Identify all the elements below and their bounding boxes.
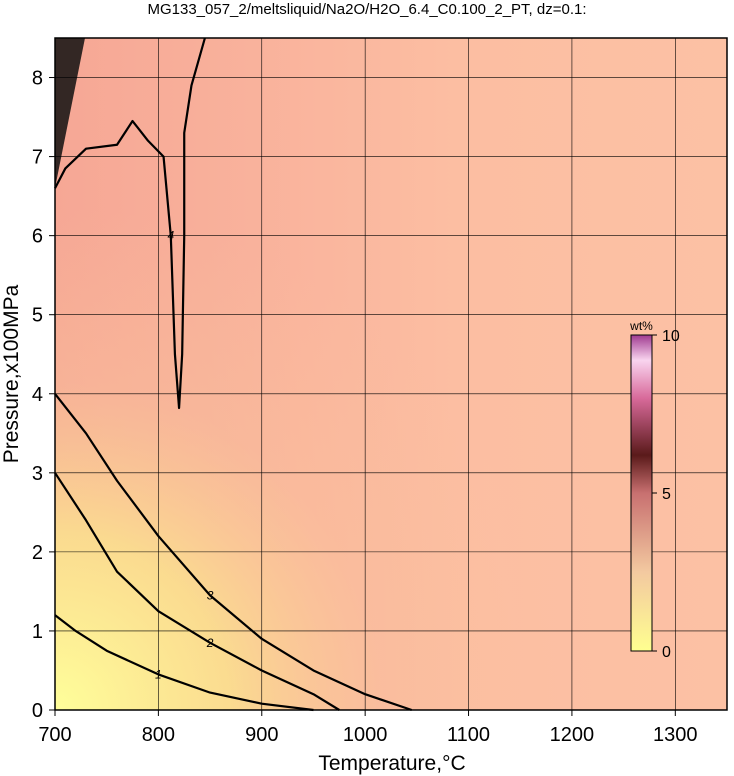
x-tick-label: 1000 [343,724,388,746]
y-tick-label: 1 [32,621,43,643]
contour-line [54,472,340,711]
contour-label: 3 [207,588,214,602]
contour-label: 4 [167,229,174,243]
background-field [55,38,85,188]
contour-line [54,37,206,410]
contour-line [54,614,314,712]
x-tick-label: 1300 [653,724,698,746]
contour-line [54,393,413,712]
background-field [55,38,727,710]
x-tick-label: 1200 [550,724,595,746]
y-tick-label: 6 [32,226,43,248]
y-tick-label: 2 [32,542,43,564]
colorbar-tick-label: 0 [662,644,671,661]
y-tick-label: 0 [32,700,43,722]
colorbar-tick-label: 5 [662,486,671,503]
y-tick-label: 7 [32,147,43,169]
colorbar [630,334,653,652]
x-tick-label: 700 [38,724,71,746]
plot-area: 1 2 3 4 [54,37,727,712]
y-axis-label: Pressure,x100MPa [0,284,23,463]
y-tick-label: 8 [32,68,43,90]
x-tick-label: 1100 [447,724,490,746]
contour-label: 2 [206,636,214,650]
y-tick-label: 4 [32,384,43,406]
x-tick-label: 900 [245,724,278,746]
x-tick-label: 800 [142,724,175,746]
contour-label: 1 [155,667,162,681]
chart-title: MG133_057_2/meltsliquid/Na2O/H2O_6.4_C0.… [147,1,586,18]
x-axis-label: Temperature,°C [318,752,465,775]
colorbar-label: wt% [629,319,653,333]
y-tick-label: 3 [32,463,43,485]
y-tick-label: 5 [32,305,43,327]
colorbar-tick-label: 10 [662,328,680,345]
plot-frame [54,37,728,711]
